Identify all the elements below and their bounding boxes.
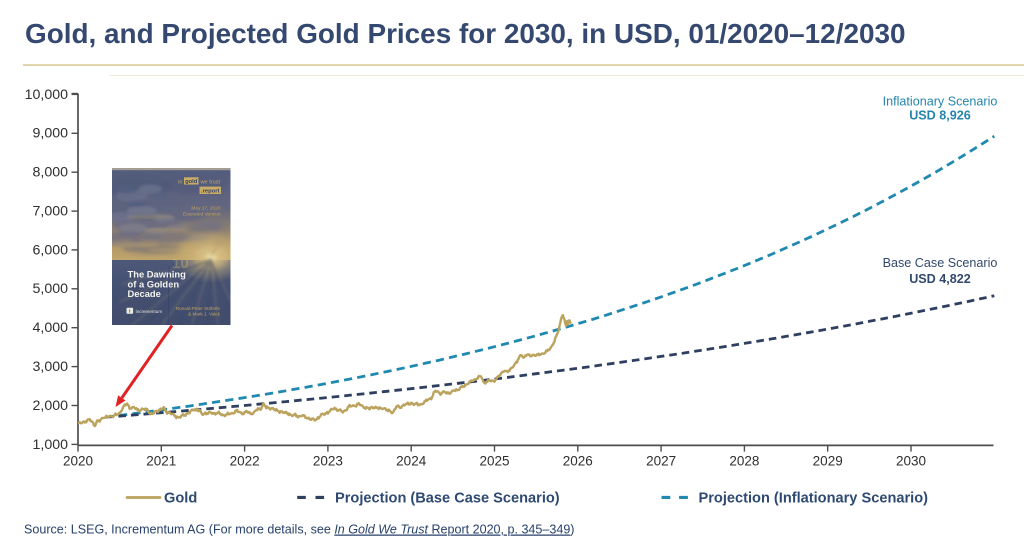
svg-text:Decade: Decade	[128, 288, 161, 299]
svg-text:10,000: 10,000	[25, 87, 69, 103]
svg-text:10: 10	[172, 255, 189, 272]
svg-text:4,000: 4,000	[32, 320, 68, 336]
svg-text:Source: LSEG, Incrementum AG (: Source: LSEG, Incrementum AG (For more d…	[24, 523, 574, 537]
svg-text:Gold: Gold	[164, 490, 197, 506]
svg-text:Projection (Base Case Scenario: Projection (Base Case Scenario)	[335, 490, 560, 506]
svg-text:2023: 2023	[313, 454, 343, 469]
svg-text:of a Golden: of a Golden	[128, 278, 180, 289]
svg-text:2028: 2028	[729, 454, 759, 469]
svg-text:8,000: 8,000	[32, 165, 68, 181]
svg-text:7,000: 7,000	[32, 204, 68, 220]
svg-text:Gold, and Projected Gold Price: Gold, and Projected Gold Prices for 2030…	[25, 18, 906, 49]
svg-text:Inflationary Scenario: Inflationary Scenario	[883, 95, 998, 109]
svg-text:5,000: 5,000	[32, 281, 68, 297]
svg-text:gold: gold	[185, 179, 198, 185]
svg-text:2030: 2030	[896, 454, 926, 469]
svg-text:2022: 2022	[230, 454, 260, 469]
svg-text:6,000: 6,000	[32, 242, 68, 258]
svg-text:Extended Version: Extended Version	[183, 212, 221, 218]
svg-text:9,000: 9,000	[32, 126, 68, 142]
svg-text:2026: 2026	[563, 454, 593, 469]
svg-text:USD 8,926: USD 8,926	[909, 109, 971, 123]
svg-text:2029: 2029	[813, 454, 843, 469]
svg-text:2,000: 2,000	[32, 398, 68, 414]
svg-text:2025: 2025	[479, 454, 509, 469]
svg-text:2020: 2020	[63, 454, 93, 469]
svg-text:USD 4,822: USD 4,822	[909, 272, 971, 286]
svg-text:2024: 2024	[396, 454, 427, 469]
svg-text:May 27, 2020: May 27, 2020	[191, 206, 220, 212]
svg-text:2027: 2027	[646, 454, 676, 469]
svg-text:2021: 2021	[146, 454, 176, 469]
svg-text:incrementum: incrementum	[136, 309, 163, 314]
svg-text:Base Case Scenario: Base Case Scenario	[883, 256, 998, 270]
svg-text:1,000: 1,000	[32, 437, 68, 453]
svg-text:.report: .report	[201, 189, 219, 195]
svg-text:in: in	[178, 179, 182, 185]
svg-text:3,000: 3,000	[32, 359, 68, 375]
svg-text:we trust: we trust	[200, 179, 221, 185]
svg-text:I: I	[129, 309, 130, 314]
svg-text:Ronald-Peter Stöferle: Ronald-Peter Stöferle	[176, 306, 221, 311]
svg-text:& Mark J. Valek: & Mark J. Valek	[188, 311, 221, 316]
svg-text:Projection (Inflationary Scena: Projection (Inflationary Scenario)	[699, 490, 929, 506]
svg-text:The Dawning: The Dawning	[128, 269, 187, 280]
